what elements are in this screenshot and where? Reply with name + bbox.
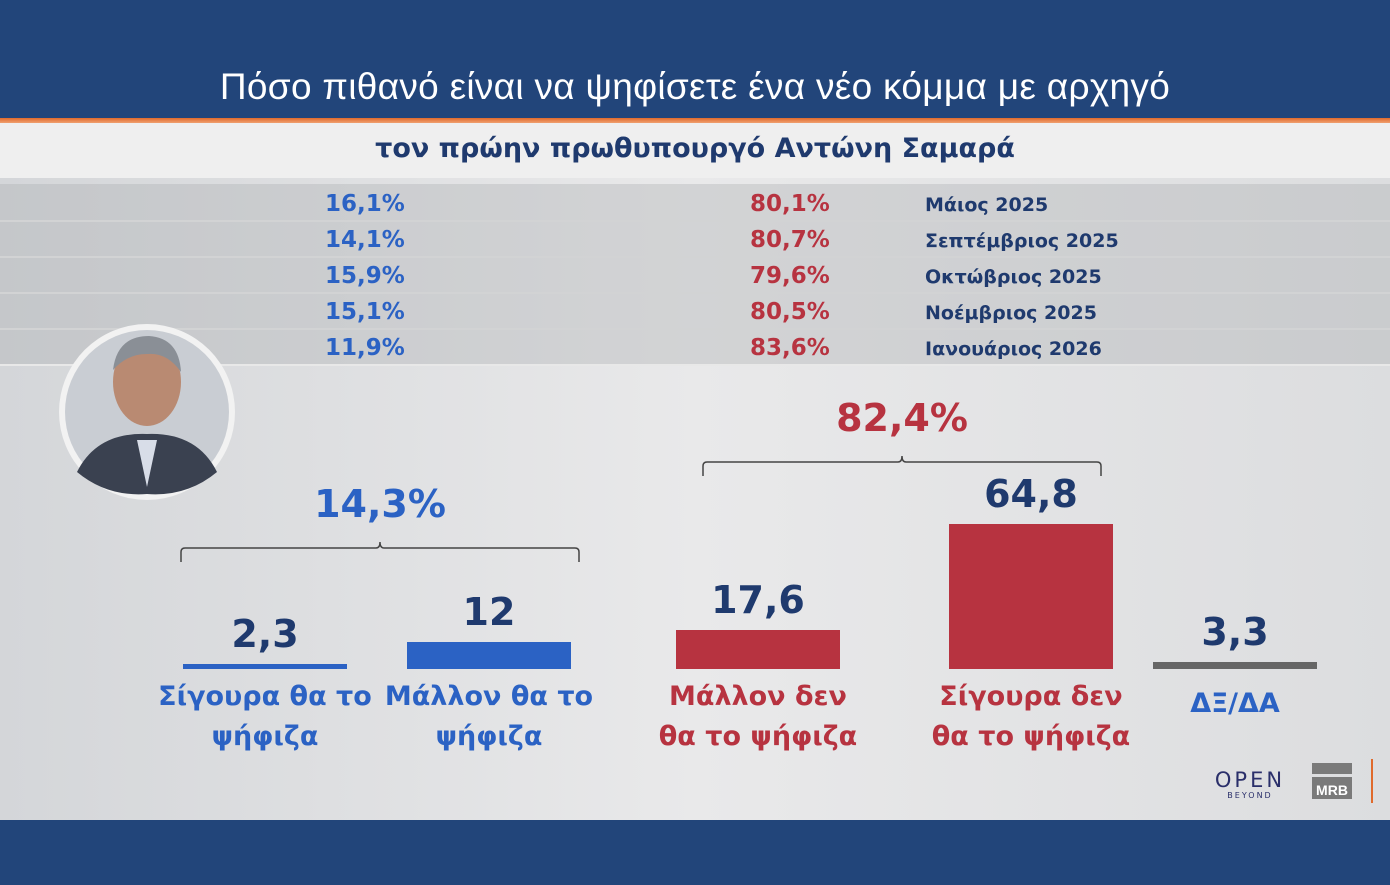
month-label: Ιανουάριος 2026	[925, 338, 1102, 360]
orange-divider	[1371, 759, 1373, 803]
group-total-label: 14,3%	[314, 482, 446, 526]
history-row: 11,9% 83,6% Ιανουάριος 2026	[0, 328, 1390, 366]
category-label: Σίγουρα θα το	[158, 681, 372, 712]
bar	[949, 524, 1113, 669]
group-total-label: 82,4%	[836, 396, 968, 440]
header-band	[0, 0, 1390, 118]
bar	[676, 629, 840, 669]
no-share: 80,7%	[750, 227, 830, 253]
open-logo: OPEN BEYOND	[1215, 768, 1285, 800]
yes-share: 15,9%	[325, 263, 405, 289]
svg-text:OPEN: OPEN	[1215, 768, 1285, 792]
bar	[183, 663, 347, 669]
subtitle-band	[0, 123, 1390, 178]
bar-value-label: 12	[462, 590, 516, 635]
no-share: 79,6%	[750, 263, 830, 289]
month-label: Οκτώβριος 2025	[925, 266, 1102, 288]
yes-share: 11,9%	[325, 335, 405, 361]
chart-area	[0, 178, 1390, 820]
mrb-logo: MRB	[1312, 763, 1352, 799]
history-row: 14,1% 80,7% Σεπτέμβριος 2025	[0, 220, 1390, 258]
category-label: Μάλλον θα το	[384, 681, 594, 712]
bar-value-label: 64,8	[984, 472, 1078, 516]
bar	[407, 642, 571, 669]
category-label-line2: ψήφιζα	[435, 721, 543, 752]
yes-share: 14,1%	[325, 227, 405, 253]
bar-value-label: 17,6	[711, 577, 805, 622]
category-label: Σίγουρα δεν	[939, 681, 1123, 712]
category-label-line2: θα το ψήφιζα	[658, 721, 858, 752]
bar	[1153, 661, 1317, 669]
category-label: Μάλλον δεν	[669, 681, 847, 712]
yes-share: 15,1%	[325, 299, 405, 325]
bar-value-label: 2,3	[231, 611, 299, 656]
no-share: 80,5%	[750, 299, 830, 325]
bar-value-label: 3,3	[1201, 609, 1269, 654]
portrait-avatar	[59, 324, 235, 500]
chart-title: Πόσο πιθανό είναι να ψηφίσετε ένα νέο κό…	[219, 66, 1171, 107]
yes-share: 16,1%	[325, 191, 405, 217]
history-row: 15,9% 79,6% Οκτώβριος 2025	[0, 256, 1390, 294]
chart-subtitle: τον πρώην πρωθυπουργό Αντώνη Σαμαρά	[375, 133, 1015, 164]
month-label: Σεπτέμβριος 2025	[925, 230, 1119, 252]
svg-text:BEYOND: BEYOND	[1227, 791, 1272, 800]
history-row: 16,1% 80,1% Μάιος 2025	[0, 184, 1390, 222]
accent-stripe	[0, 118, 1390, 123]
svg-text:MRB: MRB	[1316, 782, 1348, 798]
category-label-line2: ψήφιζα	[211, 721, 319, 752]
month-label: Μάιος 2025	[925, 194, 1049, 216]
category-label-line2: θα το ψήφιζα	[931, 721, 1131, 752]
month-label: Νοέμβριος 2025	[925, 302, 1097, 324]
footer-band	[0, 820, 1390, 885]
category-label: ΔΞ/ΔΑ	[1190, 688, 1280, 719]
no-share: 80,1%	[750, 191, 830, 217]
history-row: 15,1% 80,5% Νοέμβριος 2025	[0, 292, 1390, 330]
no-share: 83,6%	[750, 335, 830, 361]
